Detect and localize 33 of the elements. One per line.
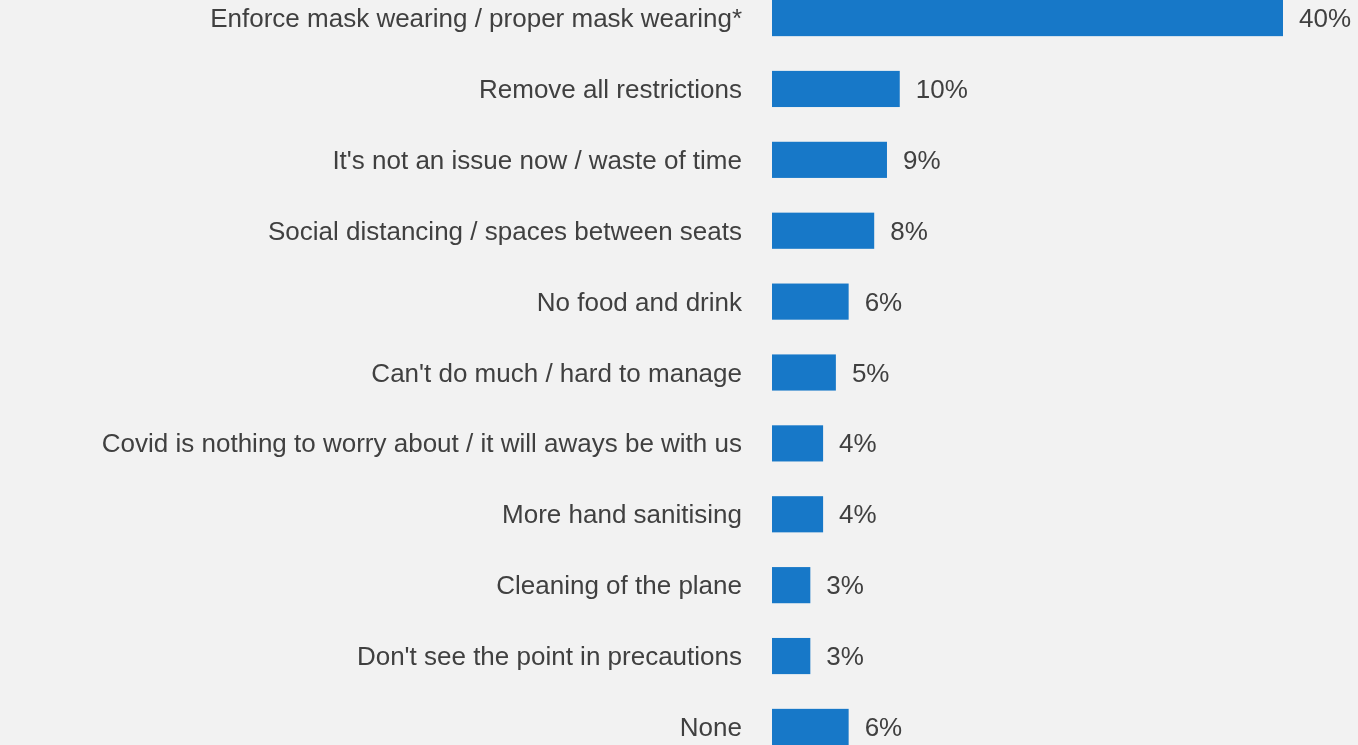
y-tick-label: Social distancing / spaces between seats	[267, 215, 742, 246]
data-label: 5%	[851, 357, 890, 388]
y-tick-label: Enforce mask wearing / proper mask wearing*	[210, 3, 742, 34]
bar	[772, 567, 811, 604]
data-label: 3%	[826, 641, 864, 672]
y-tick-label: No food and drink	[536, 286, 743, 317]
bar	[772, 212, 875, 249]
data-label: 4%	[839, 499, 877, 530]
y-tick-label: More hand sanitising	[502, 499, 742, 530]
data-label: 6%	[864, 712, 903, 743]
y-tick-label: Can't do much / hard to manage	[371, 357, 742, 388]
data-label: 3%	[826, 570, 864, 601]
data-label: 8%	[890, 215, 928, 246]
y-tick-label: Don't see the point in precautions	[356, 641, 742, 672]
y-tick-label: It's not an issue now / waste of time	[332, 144, 742, 175]
bar	[772, 0, 1283, 37]
bar	[772, 425, 824, 462]
bar	[772, 283, 849, 320]
y-tick-label: None	[679, 712, 742, 743]
data-label: 9%	[902, 144, 941, 175]
bar	[772, 496, 824, 533]
y-tick-label: Remove all restrictions	[479, 74, 742, 105]
bar	[772, 354, 836, 391]
bar	[772, 141, 887, 178]
y-tick-label: Cleaning of the plane	[496, 570, 742, 601]
bar	[772, 70, 900, 108]
bar	[772, 637, 811, 675]
data-label: 40%	[1299, 3, 1352, 34]
data-label: 10%	[915, 74, 968, 105]
y-tick-label: Covid is nothing to worry about / it will aways be with us	[101, 428, 742, 459]
data-label: 6%	[864, 286, 903, 317]
bar	[772, 708, 849, 745]
data-label: 4%	[839, 428, 877, 459]
